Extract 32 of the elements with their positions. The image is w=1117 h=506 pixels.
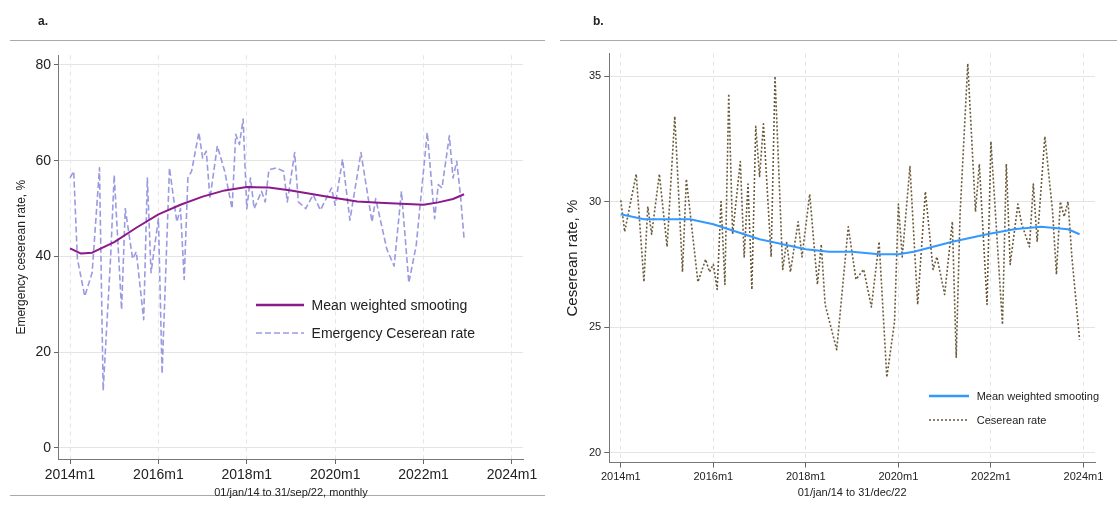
line-series xyxy=(620,62,1081,379)
legend-label: Mean weighted smooting xyxy=(311,297,468,313)
legend-label: Mean weighted smooting xyxy=(976,390,1099,402)
x-tick-label: 2014m1 xyxy=(44,466,96,483)
y-tick-label: 40 xyxy=(35,247,52,264)
x-tick-label: 2018m1 xyxy=(221,466,273,483)
y-tick-label: 0 xyxy=(43,438,52,455)
y-tick-label: 20 xyxy=(588,445,602,458)
x-axis-title: 01/jan/14 to 31/dec/22 xyxy=(797,486,907,499)
y-tick-label: 25 xyxy=(588,320,602,333)
y-tick-label: 35 xyxy=(588,69,602,82)
x-tick-label: 2016m1 xyxy=(133,466,184,483)
x-tick-label: 2020m1 xyxy=(309,466,361,483)
y-axis-title: Ceserean rate, % xyxy=(563,199,581,317)
chart-title: a. xyxy=(38,14,49,28)
legend-label: Ceserean rate xyxy=(976,414,1047,426)
y-tick-label: 20 xyxy=(35,343,52,360)
y-tick-label: 30 xyxy=(588,194,602,207)
x-tick-label: 2016m1 xyxy=(693,470,734,483)
y-axis-title: Emergency ceserean rate, % xyxy=(13,179,28,335)
y-tick-label: 60 xyxy=(35,151,52,168)
x-tick-label: 2022m1 xyxy=(971,470,1011,483)
x-tick-label: 2024m1 xyxy=(1063,470,1104,483)
chart-title: b. xyxy=(593,14,604,28)
legend-label: Emergency Ceserean rate xyxy=(311,325,475,341)
x-axis-title: 01/jan/14 to 31/sep/22, monthly xyxy=(214,486,369,499)
x-tick-label: 2024m1 xyxy=(486,466,538,483)
x-tick-label: 2018m1 xyxy=(785,470,826,483)
x-tick-label: 2014m1 xyxy=(600,470,641,483)
x-tick-label: 2020m1 xyxy=(878,470,919,483)
y-tick-label: 80 xyxy=(35,55,52,72)
x-tick-label: 2022m1 xyxy=(398,466,450,483)
